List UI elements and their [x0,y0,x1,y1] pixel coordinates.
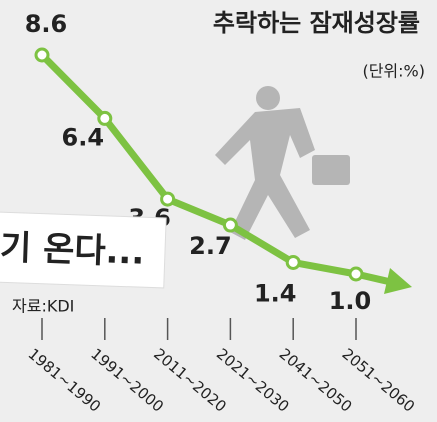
series-line [39,52,357,278]
value-label: 2.7 [189,232,232,260]
point [160,191,176,207]
arrow-head [384,268,412,294]
point [285,254,301,270]
point [222,217,238,233]
chart-title: 추락하는 잠재성장률 [213,9,420,37]
value-label: 6.4 [62,123,105,151]
value-label: 1.0 [329,287,372,315]
value-label: 8.6 [25,10,68,38]
caption-box: 기 온다... [0,211,167,289]
point [97,110,113,126]
caption-text: 기 온다... [0,228,145,273]
caption-bg [0,211,167,289]
unit-label: (단위:%) [362,62,425,81]
source-label: 자료:KDI [12,297,74,316]
value-label: 1.4 [254,279,297,307]
runner-figure [215,86,350,240]
point [348,266,364,282]
point [34,47,50,63]
